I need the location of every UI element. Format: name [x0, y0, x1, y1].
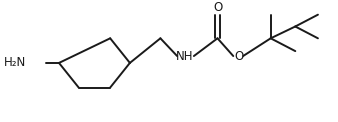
- Text: O: O: [235, 50, 244, 63]
- Text: NH: NH: [176, 50, 194, 63]
- Text: O: O: [213, 1, 222, 14]
- Text: H₂N: H₂N: [4, 56, 26, 69]
